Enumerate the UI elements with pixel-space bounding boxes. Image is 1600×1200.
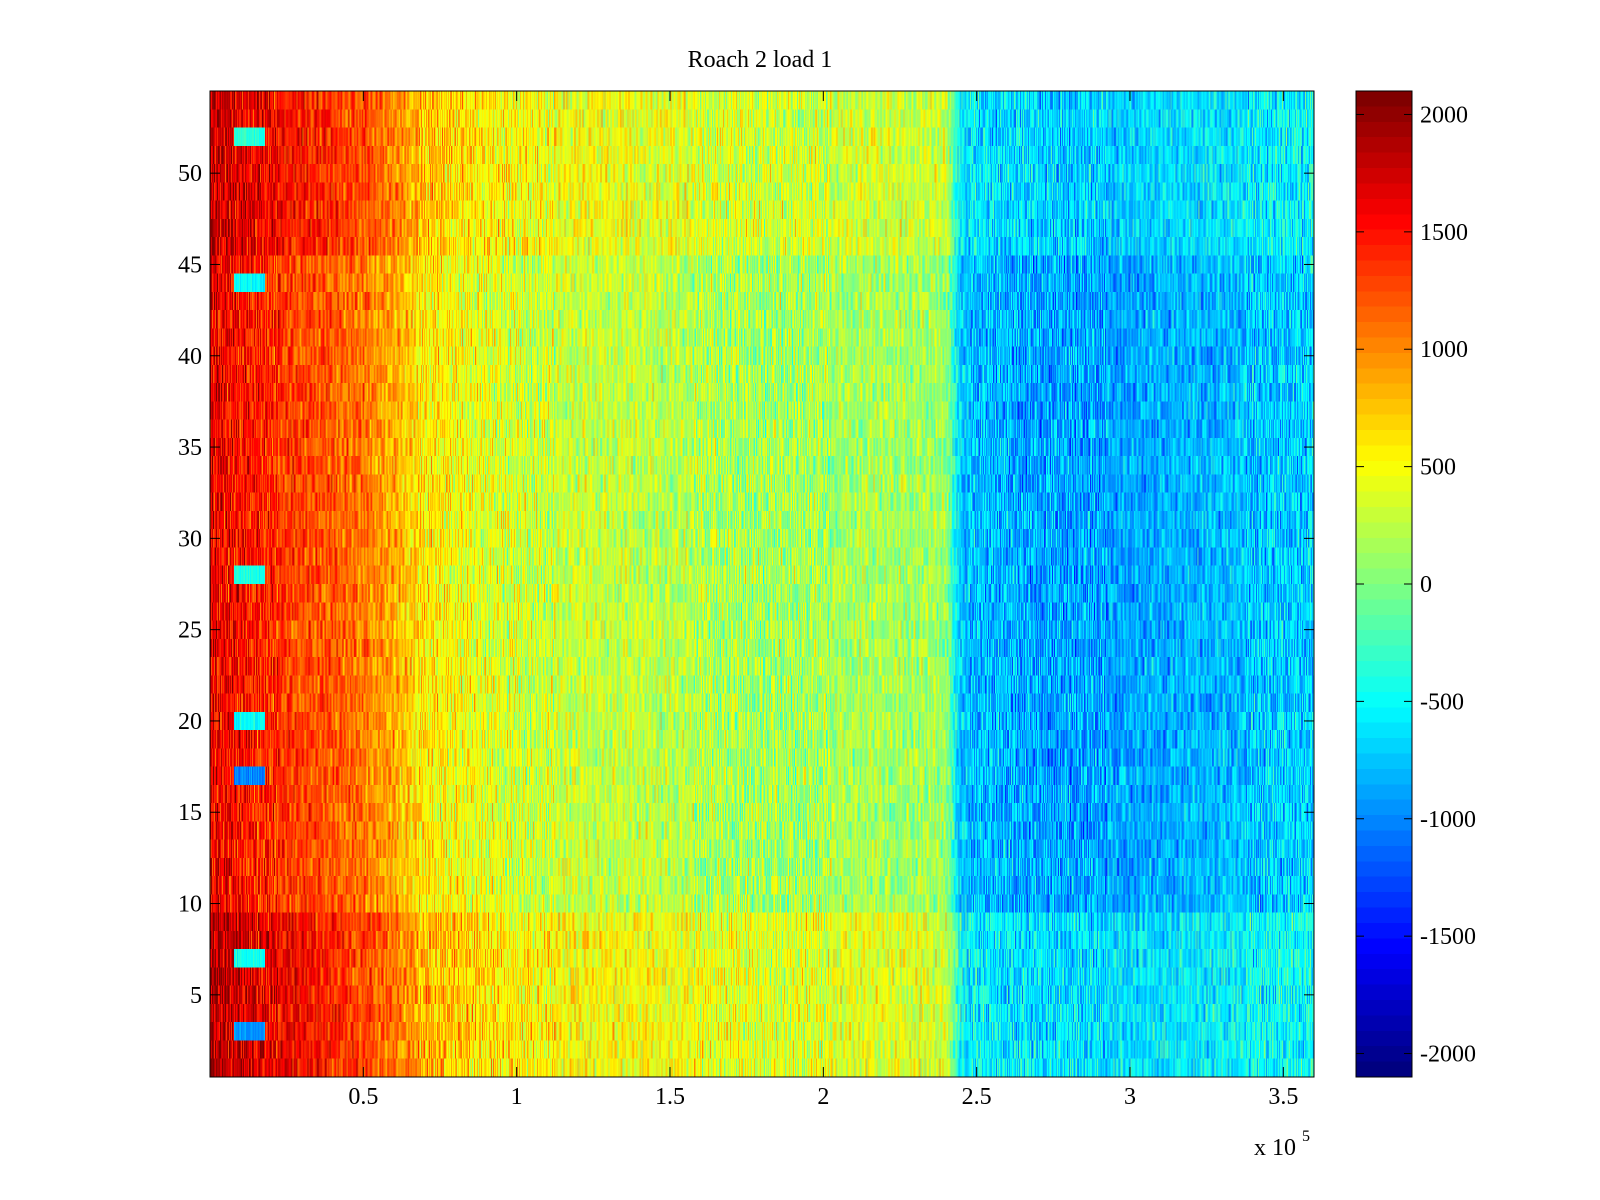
x-tick-label: 1.5: [655, 1084, 685, 1110]
y-tick-label: 10: [178, 892, 202, 918]
y-tick-label: 35: [178, 435, 202, 461]
y-tick-label: 5: [190, 983, 202, 1009]
x-tick-label: 2.5: [962, 1084, 992, 1110]
colorbar-tick-label: -1500: [1420, 924, 1476, 950]
colorbar-tick-label: 500: [1420, 455, 1456, 481]
colorbar-tick-label: -500: [1420, 689, 1464, 715]
chart-title: Roach 2 load 1: [688, 47, 833, 73]
x-tick-label: 1: [511, 1084, 523, 1110]
x-exponent-base: x 10: [1254, 1135, 1296, 1161]
y-tick-label: 50: [178, 161, 202, 187]
y-axis-ticks: 5 10 15 20 25 30 35 40 45 50: [178, 161, 1314, 1009]
x-tick-label: 3.5: [1268, 1084, 1298, 1110]
colorbar-ticks: 2000 1500 1000 500 0 -500 -1000 -1500 -2000: [1356, 102, 1476, 1068]
heatmap-image: [210, 91, 1314, 1077]
colorbar-frame: [1355, 90, 1413, 1078]
x-exponent-power: 5: [1302, 1128, 1310, 1145]
colorbar-tick-label: 1500: [1420, 220, 1468, 246]
y-tick-label: 15: [178, 800, 202, 826]
x-tick-label: 0.5: [348, 1084, 378, 1110]
colorbar-tick-label: -2000: [1420, 1042, 1476, 1068]
y-tick-label: 45: [178, 252, 202, 278]
colorbar-image: [1356, 91, 1412, 1077]
colorbar-tick-label: 2000: [1420, 102, 1468, 128]
y-tick-label: 20: [178, 709, 202, 735]
plot-frame: [209, 90, 1315, 1078]
colorbar-tick-label: 1000: [1420, 337, 1468, 363]
y-tick-label: 30: [178, 526, 202, 552]
y-tick-label: 40: [178, 344, 202, 370]
x-axis-exponent: x 10 5: [1254, 1128, 1310, 1161]
colorbar-tick-label: 0: [1420, 572, 1432, 598]
colorbar-tick-label: -1000: [1420, 807, 1476, 833]
x-tick-label: 3: [1124, 1084, 1136, 1110]
x-axis-ticks: 0.5 1 1.5 2 2.5 3 3.5: [348, 91, 1298, 1110]
x-tick-label: 2: [817, 1084, 829, 1110]
y-tick-label: 25: [178, 618, 202, 644]
